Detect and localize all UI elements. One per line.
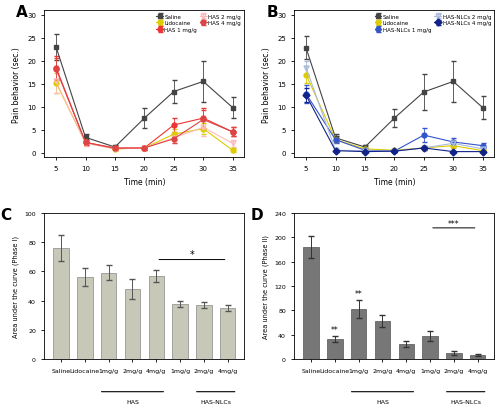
Text: **: ** (331, 326, 339, 335)
Y-axis label: Pain behavior (sec.): Pain behavior (sec.) (262, 47, 272, 122)
Bar (304, 248, 319, 360)
Text: ***: *** (448, 220, 460, 229)
Bar (422, 336, 438, 360)
Bar (351, 310, 366, 360)
Legend: Saline, Lidocaine, HAS 1 mg/g, HAS 2 mg/g, HAS 4 mg/g: Saline, Lidocaine, HAS 1 mg/g, HAS 2 mg/… (156, 14, 242, 34)
Bar (125, 289, 140, 360)
Bar (470, 355, 486, 360)
X-axis label: Time (min): Time (min) (374, 178, 415, 187)
Bar (101, 273, 116, 360)
Text: B: B (266, 5, 278, 20)
Y-axis label: Pain behavior (sec.): Pain behavior (sec.) (12, 47, 22, 122)
Text: *: * (190, 250, 194, 260)
Bar (196, 306, 212, 360)
Text: HAS: HAS (376, 400, 389, 405)
Text: A: A (16, 5, 28, 20)
Bar (398, 344, 414, 360)
Bar (375, 321, 390, 360)
Legend: Saline, Lidocaine, HAS-NLCs 1 mg/g, HAS-NLCs 2 mg/g, HAS-NLCs 4 mg/g: Saline, Lidocaine, HAS-NLCs 1 mg/g, HAS-… (374, 14, 492, 34)
Y-axis label: Area under the curve (Phase I): Area under the curve (Phase I) (12, 235, 19, 337)
Text: **: ** (355, 290, 362, 299)
Text: C: C (0, 207, 12, 222)
Y-axis label: Area under the curve (Phase II): Area under the curve (Phase II) (262, 234, 268, 338)
Bar (148, 276, 164, 360)
Bar (77, 277, 92, 360)
Text: HAS-NLCs: HAS-NLCs (200, 400, 231, 405)
X-axis label: Time (min): Time (min) (124, 178, 165, 187)
Bar (327, 339, 342, 360)
Bar (54, 248, 69, 360)
Text: HAS-NLCs: HAS-NLCs (450, 400, 481, 405)
Text: D: D (250, 207, 263, 222)
Bar (220, 308, 236, 360)
Bar (172, 304, 188, 360)
Text: HAS: HAS (126, 400, 139, 405)
Bar (446, 353, 462, 360)
